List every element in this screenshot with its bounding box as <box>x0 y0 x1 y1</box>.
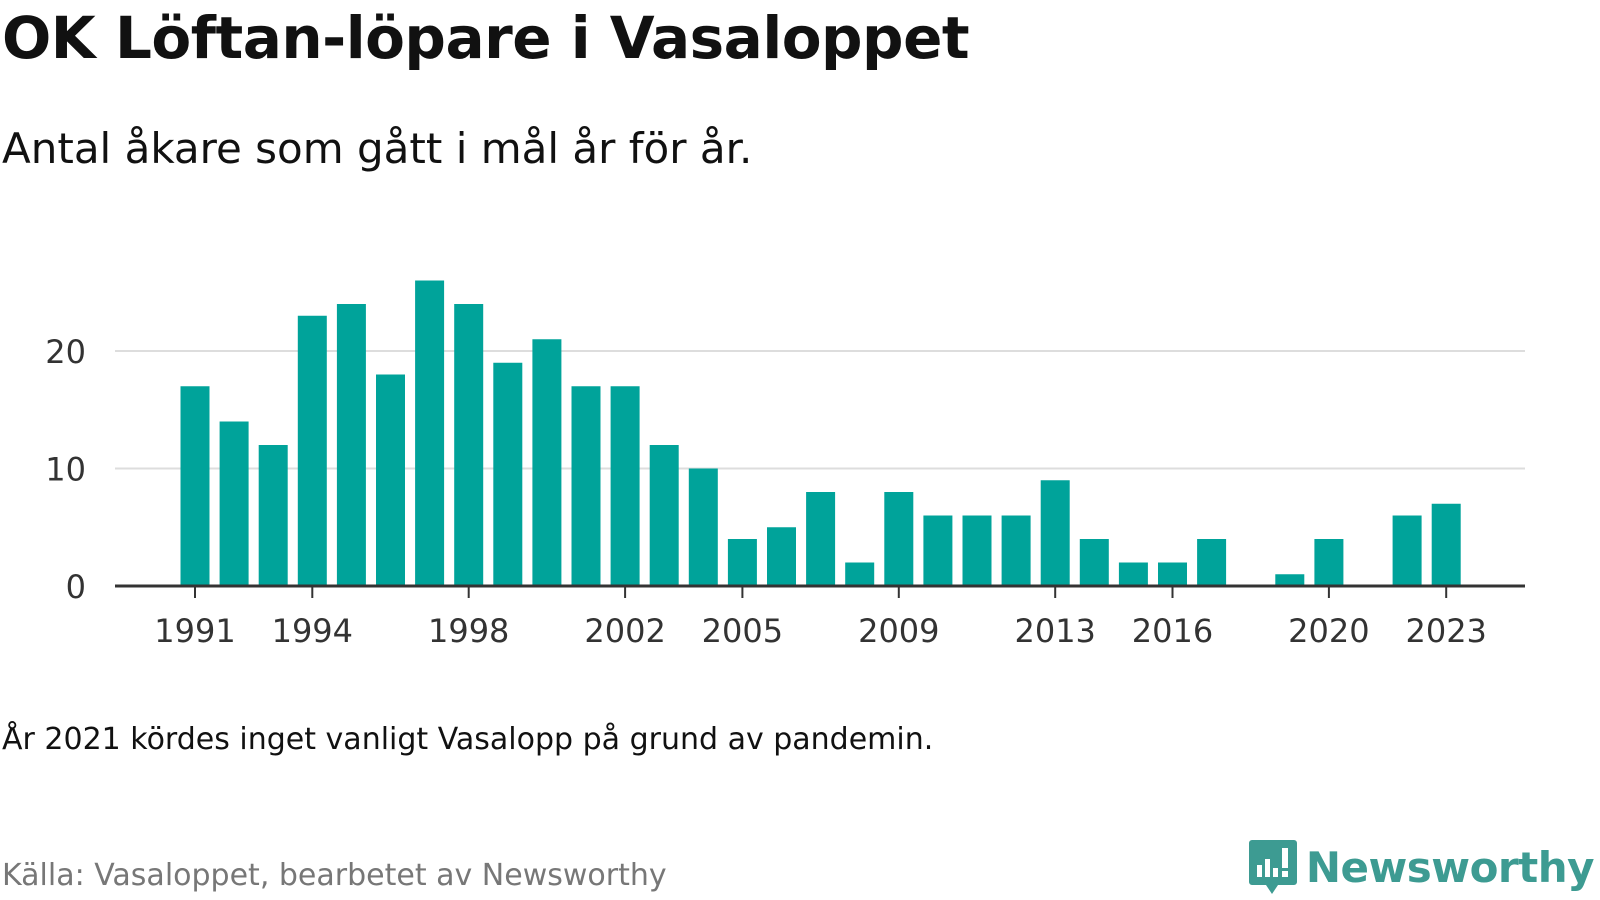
bar-1997 <box>415 280 445 586</box>
footnote: År 2021 kördes inget vanligt Vasalopp på… <box>2 722 934 757</box>
bar-2020 <box>1314 539 1344 586</box>
bar-2022 <box>1392 515 1422 586</box>
bar-1991 <box>180 386 210 586</box>
bar-2001 <box>571 386 601 586</box>
bar-1994 <box>297 315 327 586</box>
x-tick-label: 1998 <box>428 612 509 650</box>
x-tick-label: 2013 <box>1014 612 1095 650</box>
bar-2009 <box>884 492 914 586</box>
brand-name: Newsworthy <box>1305 842 1595 892</box>
x-tick-label: 2002 <box>584 612 665 650</box>
x-tick-label: 2005 <box>702 612 783 650</box>
chart-title: OK Löftan-löpare i Vasaloppet <box>2 4 970 72</box>
x-tick-label: 2016 <box>1132 612 1213 650</box>
x-tick-label: 2023 <box>1405 612 1486 650</box>
bar-1992 <box>219 421 249 586</box>
bar-2008 <box>845 562 875 586</box>
bar-2002 <box>610 386 640 586</box>
bar-2004 <box>688 468 718 586</box>
y-tick-label: 10 <box>45 451 86 489</box>
bar-1996 <box>376 374 405 586</box>
bar-2000 <box>532 339 562 586</box>
bar-chart: 0 10 20 1991 1994 1998 2002 2005 2009 2013 2016 202… <box>45 280 1525 650</box>
bar-1999 <box>493 362 523 586</box>
bar-2003 <box>649 445 679 586</box>
bar-2014 <box>1079 539 1109 586</box>
bar-2007 <box>806 492 836 586</box>
y-tick-label: 0 <box>66 568 86 606</box>
bar-2017 <box>1197 539 1227 586</box>
bar-2005 <box>727 539 757 586</box>
x-tick-label: 1994 <box>272 612 353 650</box>
bar-2011 <box>962 515 992 586</box>
bar-2012 <box>1001 515 1031 586</box>
bar-2019 <box>1275 574 1305 586</box>
bar-1998 <box>454 304 484 586</box>
bar-2006 <box>767 527 796 586</box>
bar-1995 <box>336 304 366 586</box>
brand-logo: Newsworthy <box>1248 838 1595 896</box>
x-tick-label: 2020 <box>1288 612 1369 650</box>
x-tick-label: 1991 <box>154 612 235 650</box>
x-tick-label: 2009 <box>858 612 939 650</box>
bar-1993 <box>258 445 288 586</box>
bar-2016 <box>1158 562 1187 586</box>
bar-2015 <box>1118 562 1148 586</box>
y-tick-label: 20 <box>45 333 86 371</box>
newsworthy-logo-icon <box>1248 840 1297 894</box>
source-credit: Källa: Vasaloppet, bearbetet av Newswort… <box>2 858 667 893</box>
bar-2013 <box>1040 480 1070 586</box>
chart-subtitle: Antal åkare som gått i mål år för år. <box>2 124 753 173</box>
bar-2010 <box>923 515 953 586</box>
bar-2023 <box>1431 503 1461 586</box>
